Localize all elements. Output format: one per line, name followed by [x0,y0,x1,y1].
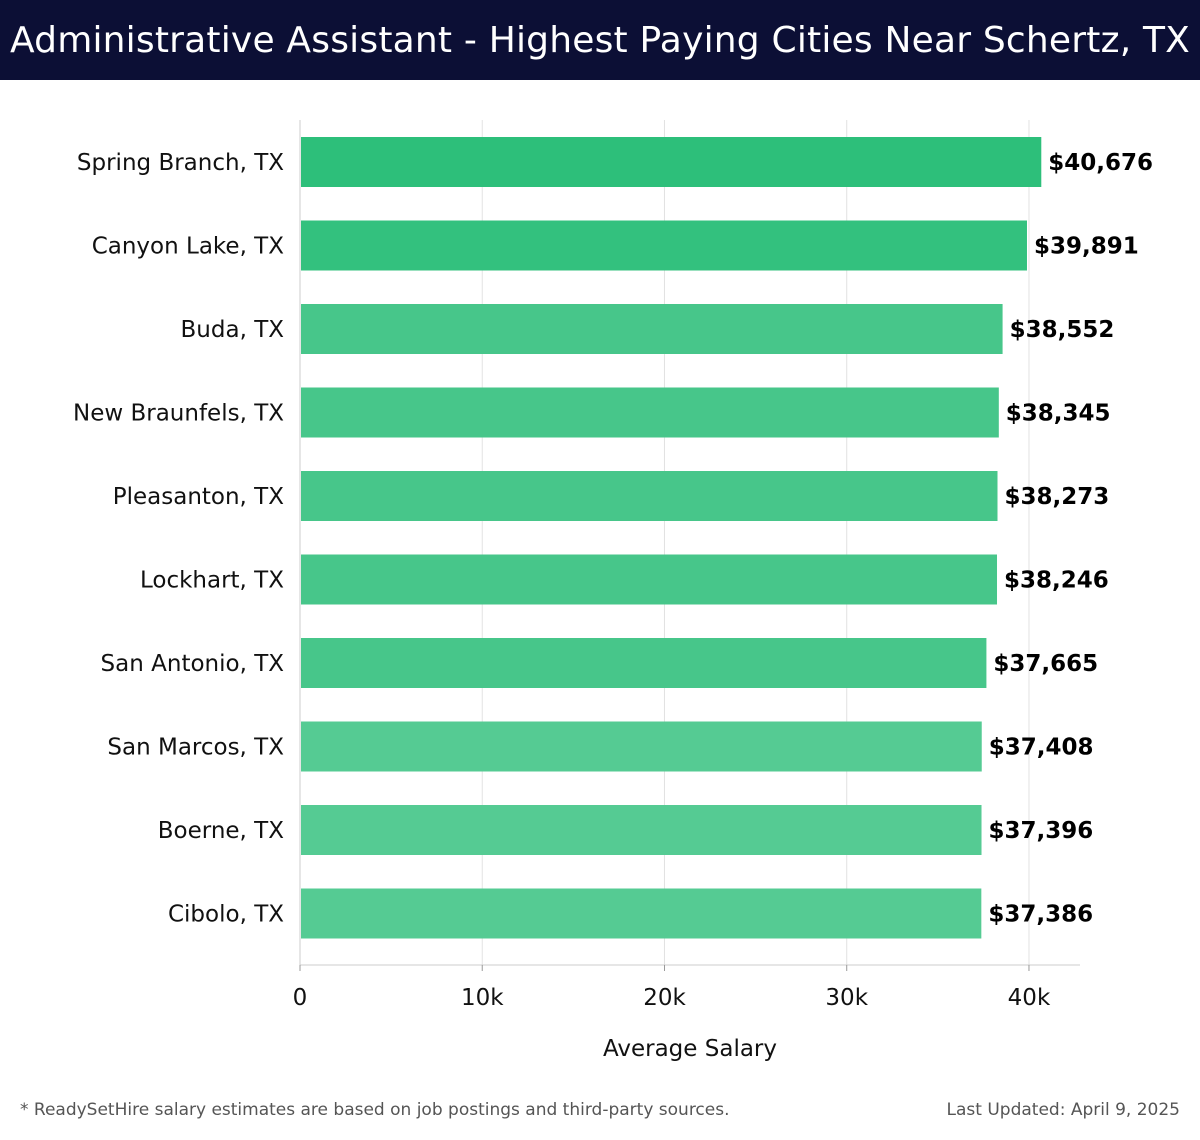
data-label: $38,246 [1004,568,1109,594]
category-label: Pleasanton, TX [113,484,284,510]
chart-title-banner: Administrative Assistant - Highest Payin… [0,0,1200,80]
x-tick-label: 10k [461,985,504,1011]
bar [301,721,982,772]
category-label: San Marcos, TX [107,735,284,761]
data-label: $37,408 [989,735,1094,761]
x-tick-label: 20k [643,985,686,1011]
chart-title: Administrative Assistant - Highest Payin… [9,19,1191,61]
bar [301,638,987,688]
data-label: $38,273 [1004,484,1109,510]
category-label: New Braunfels, TX [73,401,284,427]
bar [301,471,998,521]
data-label: $37,386 [988,902,1093,928]
category-label: San Antonio, TX [101,651,285,677]
footnote: * ReadySetHire salary estimates are base… [20,1100,730,1120]
data-label: $38,552 [1010,317,1115,343]
category-label: Boerne, TX [158,818,284,844]
bar [301,387,999,438]
category-label: Cibolo, TX [168,902,284,928]
bar [301,304,1003,354]
category-label: Buda, TX [181,317,285,343]
bar [301,888,982,939]
last-updated: Last Updated: April 9, 2025 [946,1100,1180,1120]
category-label: Canyon Lake, TX [92,234,285,260]
x-tick-label: 30k [825,985,868,1011]
category-label: Lockhart, TX [140,568,284,594]
bar [301,137,1042,187]
data-label: $39,891 [1034,234,1139,260]
bar [301,805,982,855]
data-label: $38,345 [1006,401,1111,427]
bar [301,220,1027,271]
bar [301,554,998,605]
x-axis-title: Average Salary [603,1036,777,1062]
data-label: $37,665 [993,651,1098,677]
category-label: Spring Branch, TX [77,150,284,176]
data-label: $37,396 [989,818,1094,844]
x-tick-label: 0 [293,985,308,1011]
data-label: $40,676 [1048,150,1153,176]
bar-chart: Spring Branch, TX $40,676 Canyon Lake, TX $… [73,120,1153,1062]
x-tick-label: 40k [1008,985,1051,1011]
